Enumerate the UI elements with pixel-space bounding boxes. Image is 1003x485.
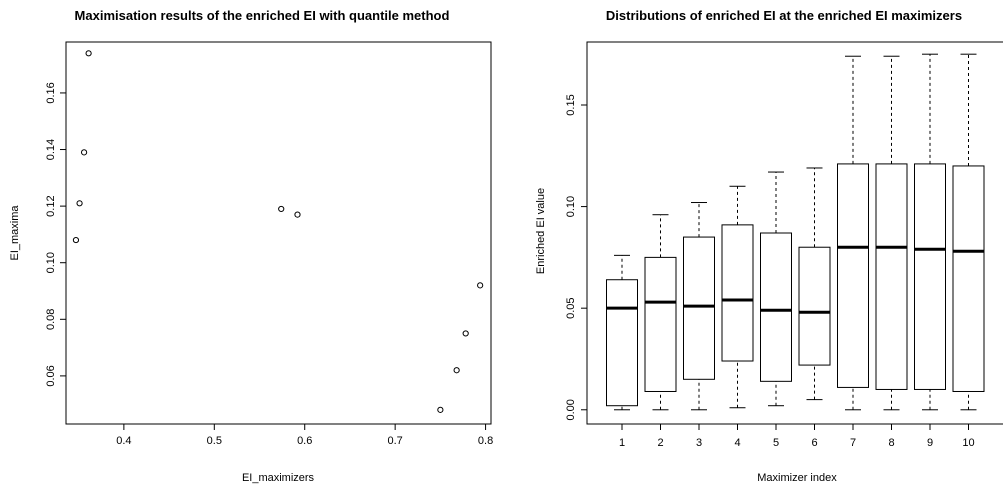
box-2 bbox=[644, 214, 677, 411]
y-tick-label: 0.10 bbox=[45, 252, 57, 273]
boxplot-boxes bbox=[606, 53, 985, 411]
scatter-point bbox=[462, 330, 469, 337]
scatter-point bbox=[294, 211, 301, 218]
boxplot-x-axis-label: Maximizer index bbox=[757, 472, 837, 484]
y-tick-label: 0.16 bbox=[45, 82, 57, 103]
x-tick-label: 6 bbox=[811, 437, 817, 449]
x-tick-label: 9 bbox=[927, 437, 933, 449]
scatter-point bbox=[278, 205, 285, 213]
box-body bbox=[683, 236, 715, 380]
scatter-point bbox=[85, 50, 92, 57]
box-body bbox=[952, 165, 985, 392]
box-8 bbox=[875, 55, 908, 411]
scatter-y-axis-label: EI_maxima bbox=[9, 205, 21, 261]
scatter-point bbox=[477, 282, 484, 289]
scatter-x-axis: 0.4 0.5 0.6 0.7 0.8 bbox=[116, 424, 493, 447]
box-6 bbox=[798, 167, 831, 401]
x-tick-label: 0.7 bbox=[388, 435, 403, 447]
box-body bbox=[837, 163, 869, 388]
box-4 bbox=[721, 185, 754, 409]
scatter-point bbox=[80, 149, 88, 156]
x-tick-label: 10 bbox=[962, 437, 974, 449]
box-3 bbox=[683, 202, 715, 411]
boxplot-title: Distributions of enriched EI at the enri… bbox=[606, 8, 962, 23]
x-tick-label: 8 bbox=[888, 437, 894, 449]
y-tick-label: 0.14 bbox=[45, 139, 57, 160]
scatter-points bbox=[72, 50, 484, 413]
scatter-chart: Maximisation results of the enriched EI … bbox=[9, 8, 493, 484]
y-tick-label: 0.08 bbox=[45, 309, 57, 330]
box-10 bbox=[952, 53, 985, 411]
box-body bbox=[721, 224, 754, 362]
boxplot-x-axis: 1 2 3 4 5 6 7 8 9 10 bbox=[619, 424, 975, 449]
x-tick-label: 1 bbox=[619, 437, 625, 449]
x-tick-label: 7 bbox=[850, 437, 856, 449]
boxplot-y-axis: 0.00 0.05 0.10 0.15 bbox=[565, 94, 587, 420]
box-body bbox=[644, 256, 677, 392]
x-tick-label: 4 bbox=[734, 437, 740, 449]
boxplot-chart: Distributions of enriched EI at the enri… bbox=[535, 8, 1003, 484]
x-tick-label: 2 bbox=[657, 437, 663, 449]
box-5 bbox=[760, 171, 792, 407]
scatter-point bbox=[72, 236, 80, 244]
box-body bbox=[914, 163, 946, 390]
scatter-point bbox=[453, 367, 460, 374]
scatter-point bbox=[437, 406, 444, 413]
y-tick-label: 0.05 bbox=[565, 297, 577, 318]
scatter-point bbox=[76, 200, 83, 207]
boxplot-plot-frame bbox=[586, 41, 1003, 425]
x-tick-label: 0.4 bbox=[116, 435, 131, 447]
scatter-y-axis: 0.06 0.08 0.10 0.12 0.14 0.16 bbox=[45, 82, 66, 387]
y-tick-label: 0.00 bbox=[565, 399, 577, 420]
y-tick-label: 0.06 bbox=[45, 365, 57, 386]
x-tick-label: 3 bbox=[696, 437, 702, 449]
y-tick-label: 0.12 bbox=[45, 195, 57, 216]
box-body bbox=[798, 246, 831, 366]
y-tick-label: 0.15 bbox=[565, 94, 577, 115]
x-tick-label: 0.8 bbox=[478, 435, 493, 447]
scatter-title: Maximisation results of the enriched EI … bbox=[75, 8, 450, 23]
box-1 bbox=[606, 254, 638, 411]
box-9 bbox=[914, 53, 946, 411]
box-body bbox=[760, 232, 792, 382]
x-tick-label: 0.6 bbox=[297, 435, 312, 447]
boxplot-y-axis-label: Enriched EI value bbox=[535, 188, 547, 274]
y-tick-label: 0.10 bbox=[565, 196, 577, 217]
box-body bbox=[606, 279, 638, 407]
x-tick-label: 5 bbox=[773, 437, 779, 449]
x-tick-label: 0.5 bbox=[207, 435, 222, 447]
box-body bbox=[875, 163, 908, 390]
scatter-x-axis-label: EI_maximizers bbox=[242, 472, 315, 484]
box-7 bbox=[837, 55, 869, 411]
scatter-plot-frame bbox=[65, 41, 492, 425]
